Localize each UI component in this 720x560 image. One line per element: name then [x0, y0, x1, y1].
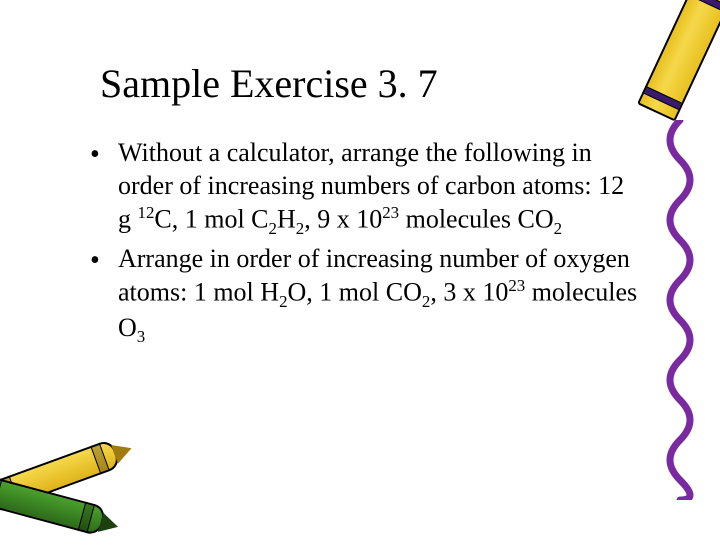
bullet-list: Without a calculator, arrange the follow…: [80, 137, 640, 348]
subscript: 2: [279, 292, 287, 311]
superscript: 23: [382, 203, 399, 222]
text-run: , 9 x 10: [304, 205, 382, 234]
subscript: 3: [137, 328, 145, 347]
slide: Sample Exercise 3. 7 Without a calculato…: [0, 0, 720, 540]
squiggle-icon: [660, 120, 700, 500]
text-run: C, 1 mol C: [154, 205, 268, 234]
list-item: Arrange in order of increasing number of…: [90, 243, 640, 348]
text-run: O, 1 mol CO: [288, 278, 422, 307]
crayons-icon: [0, 420, 170, 560]
slide-title: Sample Exercise 3. 7: [100, 60, 640, 107]
list-item: Without a calculator, arrange the follow…: [90, 137, 640, 239]
subscript: 2: [296, 219, 304, 238]
superscript: 12: [138, 203, 155, 222]
text-run: H: [277, 205, 296, 234]
subscript: 2: [269, 219, 277, 238]
superscript: 23: [508, 276, 525, 295]
subscript: 2: [554, 219, 562, 238]
text-run: , 3 x 10: [430, 278, 508, 307]
text-run: molecules CO: [399, 205, 554, 234]
